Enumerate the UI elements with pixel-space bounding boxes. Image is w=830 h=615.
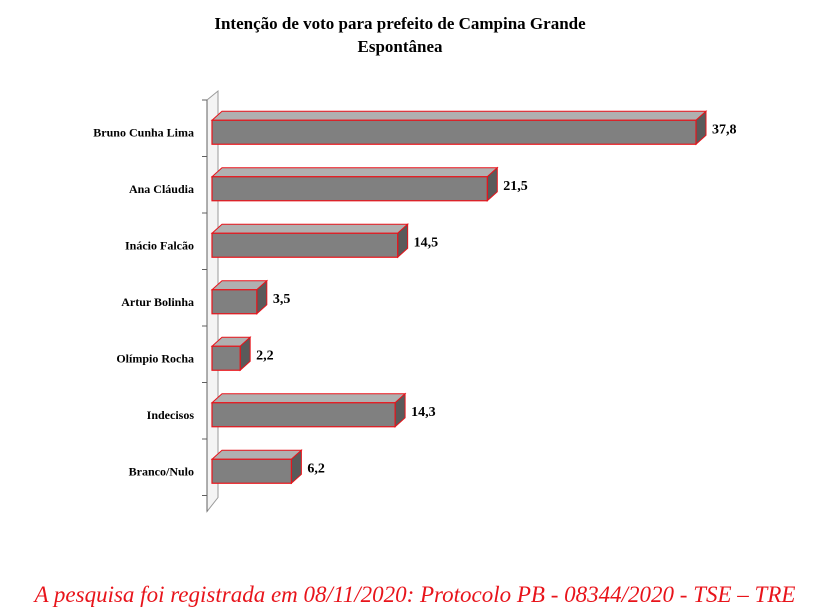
bar-group (210, 336, 252, 372)
value-label: 3,5 (273, 292, 291, 307)
value-label: 14,5 (414, 235, 439, 250)
bar (211, 119, 697, 145)
category-label: Artur Bolinha (121, 295, 194, 309)
bar (211, 458, 292, 484)
bar-group (210, 110, 708, 146)
value-label: 14,3 (411, 405, 436, 420)
bar-top-face (210, 110, 708, 121)
bar-top-face (210, 167, 499, 178)
bar (211, 176, 488, 202)
value-label: 37,8 (712, 122, 737, 137)
bar-group (210, 166, 499, 202)
value-label: 6,2 (307, 461, 325, 476)
value-label: 21,5 (503, 179, 528, 194)
registration-footer: A pesquisa foi registrada em 08/11/2020:… (34, 582, 796, 607)
category-label: Ana Cláudia (129, 182, 194, 196)
bar (211, 345, 241, 371)
chart-labels: Bruno Cunha Lima 37,8 Ana Cláudia 21,5 Ináci… (93, 122, 736, 478)
category-label: Olímpio Rocha (116, 351, 194, 365)
chart-subtitle: Espontânea (357, 37, 443, 56)
chart-bars (210, 110, 708, 485)
bar-top-face (210, 223, 409, 234)
bar-group (210, 392, 407, 428)
bar-group (210, 223, 409, 259)
bar-group (210, 279, 269, 315)
bar-group (210, 449, 303, 485)
category-label: Indecisos (147, 408, 195, 422)
value-label: 2,2 (256, 348, 274, 363)
category-label: Bruno Cunha Lima (93, 125, 194, 139)
chart-title: Intenção de voto para prefeito de Campin… (214, 14, 586, 33)
bar-top-face (210, 449, 303, 460)
category-label: Inácio Falcão (125, 238, 194, 252)
bar (211, 402, 396, 428)
bar-top-face (210, 393, 407, 404)
category-label: Branco/Nulo (129, 464, 194, 478)
bar (211, 232, 399, 258)
bar (211, 289, 258, 315)
